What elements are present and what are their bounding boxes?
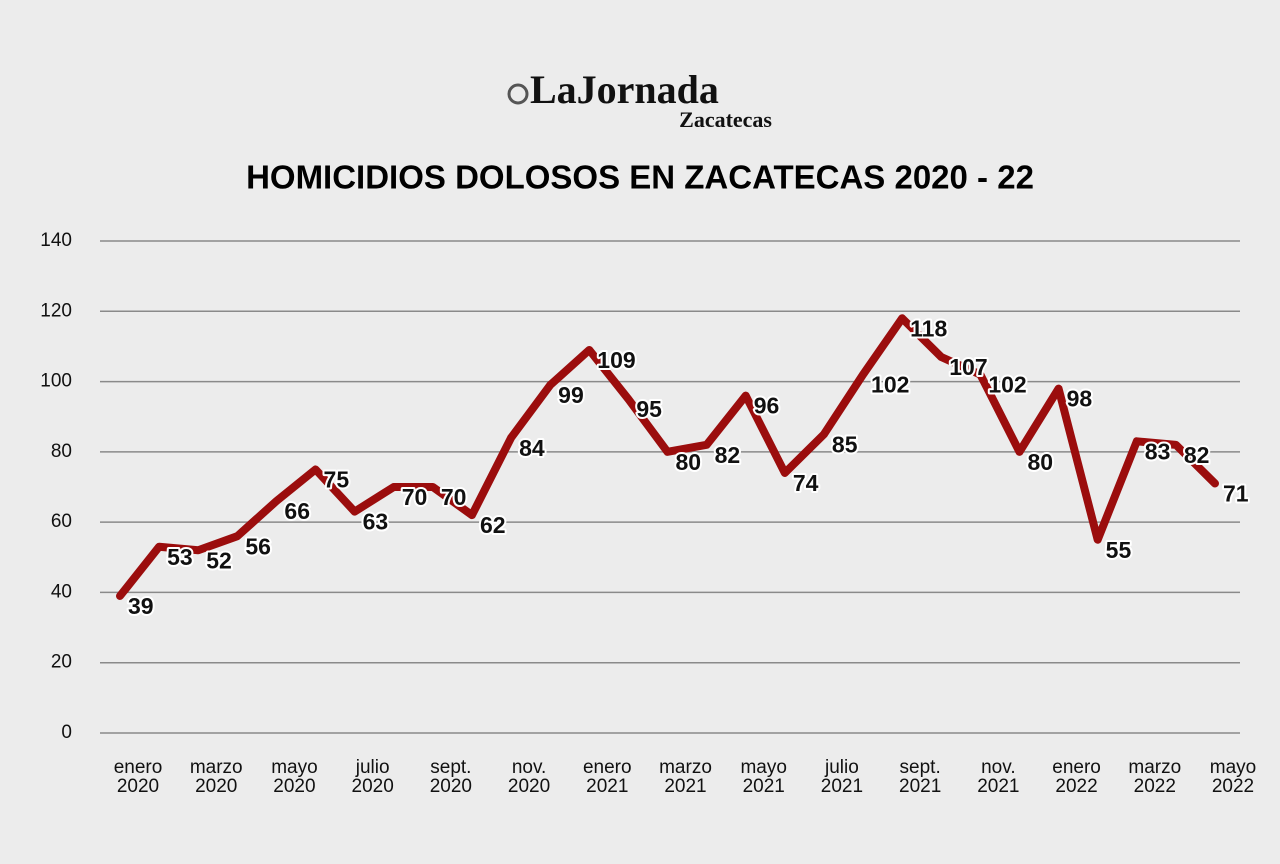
data-label: 52 [206,547,232,573]
x-tick-label: julio 2021 [821,757,863,797]
x-tick-label: marzo 2020 [190,757,243,797]
y-tick-label: 60 [51,511,72,532]
x-tick-label: enero 2022 [1052,757,1101,797]
data-label: 63 [363,509,389,535]
y-tick-label: 40 [51,581,72,602]
data-label: 102 [988,372,1026,398]
data-label: 75 [324,467,350,493]
x-tick-label: nov. 2021 [977,757,1019,797]
data-label: 70 [441,484,467,510]
data-label: 39 [128,593,154,619]
x-tick-label: nov. 2020 [508,757,550,797]
y-tick-label: 0 [61,722,72,743]
x-tick-label: sept. 2021 [899,757,941,797]
data-label: 118 [910,315,947,341]
data-label: 85 [832,431,858,457]
data-label: 71 [1223,481,1249,507]
data-label: 56 [245,533,271,559]
y-tick-label: 80 [51,441,72,462]
data-label: 55 [1106,537,1132,563]
y-tick-label: 100 [40,371,72,392]
x-tick-label: sept. 2020 [430,757,472,797]
data-label: 99 [558,382,584,408]
x-tick-label: julio 2020 [352,757,394,797]
chart-title: HOMICIDIOS DOLOSOS EN ZACATECAS 2020 - 2… [246,159,1034,196]
data-label: 62 [480,512,506,538]
series-line [116,314,1219,600]
x-tick-label: marzo 2022 [1128,757,1181,797]
data-label: 66 [284,498,310,524]
logo: LaJornada [530,67,719,112]
data-label: 53 [167,544,193,570]
x-tick-label: mayo 2021 [740,757,786,797]
data-label: 74 [793,470,819,496]
x-tick-label: mayo 2020 [271,757,317,797]
x-tick-label: marzo 2021 [659,757,712,797]
data-label: 84 [519,435,545,461]
data-label: 98 [1067,386,1093,412]
x-tick-label: enero 2020 [114,757,163,797]
data-label: 109 [597,347,635,373]
data-label: 70 [402,484,428,510]
data-label: 102 [871,372,909,398]
y-tick-label: 140 [40,230,72,251]
data-label: 96 [754,393,780,419]
y-tick-label: 20 [51,652,72,673]
data-label: 80 [676,449,702,475]
data-label: 83 [1145,438,1171,464]
data-label: 82 [1184,442,1210,468]
x-tick-label: mayo 2022 [1210,757,1256,797]
data-label: 107 [949,354,987,380]
logo-sub: Zacatecas [679,107,772,132]
y-tick-label: 120 [40,300,72,321]
data-label: 82 [715,442,741,468]
data-label: 80 [1027,449,1053,475]
logo-icon [507,83,529,105]
x-tick-label: enero 2021 [583,757,632,797]
data-label: 95 [636,396,662,422]
